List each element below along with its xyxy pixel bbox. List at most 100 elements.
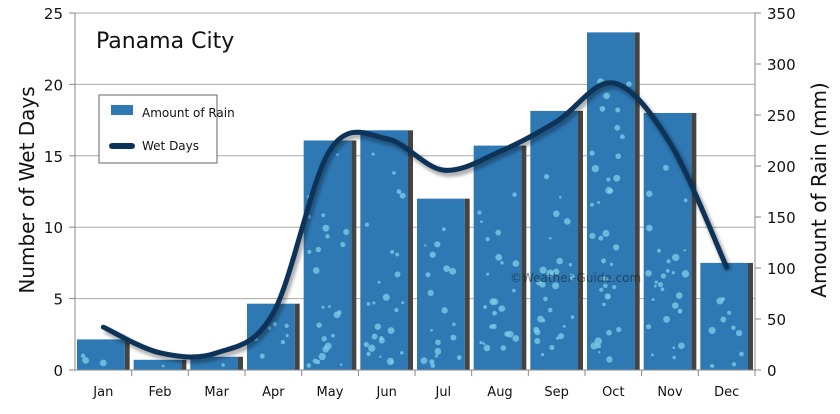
x-tick-label: Jan bbox=[92, 385, 113, 400]
watermark: ©Weather-Guide.com bbox=[510, 271, 641, 285]
droplet bbox=[366, 352, 370, 356]
droplet bbox=[307, 250, 311, 254]
y-tick-right-label: 50 bbox=[767, 311, 786, 329]
droplet bbox=[285, 324, 289, 328]
droplet bbox=[610, 263, 613, 266]
droplet bbox=[337, 310, 342, 315]
droplet bbox=[100, 360, 107, 367]
droplet bbox=[435, 354, 438, 357]
bar-shadow bbox=[238, 357, 243, 370]
droplet bbox=[512, 335, 519, 342]
droplet bbox=[491, 324, 496, 329]
droplet bbox=[486, 237, 490, 241]
droplet bbox=[603, 92, 610, 99]
droplet bbox=[613, 175, 620, 182]
droplet bbox=[500, 261, 504, 265]
droplet bbox=[430, 363, 435, 368]
droplet bbox=[498, 305, 505, 312]
droplet bbox=[325, 234, 329, 238]
droplet bbox=[589, 150, 594, 155]
droplet bbox=[495, 230, 501, 236]
droplet bbox=[571, 315, 575, 319]
droplet bbox=[400, 351, 403, 354]
droplet bbox=[479, 341, 482, 344]
droplet bbox=[666, 269, 670, 273]
droplet bbox=[307, 363, 311, 367]
droplet bbox=[435, 339, 441, 345]
droplet bbox=[600, 106, 606, 112]
droplet bbox=[563, 325, 566, 328]
droplet bbox=[434, 241, 440, 247]
droplet bbox=[613, 244, 619, 250]
legend-rain-swatch bbox=[111, 105, 133, 115]
droplet bbox=[321, 306, 324, 309]
x-tick-label: Jul bbox=[434, 385, 451, 400]
droplet bbox=[424, 244, 426, 246]
droplet bbox=[343, 229, 349, 235]
bar-shadow bbox=[578, 111, 583, 370]
y-axis-left-label: Number of Wet Days bbox=[15, 86, 39, 293]
droplet bbox=[450, 335, 456, 341]
droplet bbox=[443, 265, 450, 272]
droplet bbox=[682, 270, 689, 277]
droplet bbox=[452, 322, 456, 326]
droplet bbox=[378, 281, 381, 284]
droplet bbox=[661, 273, 666, 278]
droplet bbox=[328, 305, 331, 308]
droplet bbox=[602, 303, 606, 307]
droplet bbox=[651, 353, 654, 356]
droplet bbox=[678, 309, 683, 314]
droplet bbox=[655, 281, 658, 284]
droplet bbox=[736, 330, 742, 336]
droplet bbox=[504, 331, 509, 336]
droplet bbox=[711, 364, 714, 367]
x-tick-label: Mar bbox=[204, 385, 229, 400]
bar-shadow bbox=[691, 113, 696, 370]
droplet bbox=[364, 342, 369, 347]
droplet bbox=[663, 316, 670, 323]
droplet bbox=[492, 311, 497, 316]
droplet bbox=[281, 340, 285, 344]
droplet bbox=[365, 222, 369, 226]
droplet bbox=[372, 301, 375, 304]
droplet bbox=[599, 288, 603, 292]
droplet bbox=[672, 302, 679, 309]
droplet bbox=[616, 327, 621, 332]
rain-bar bbox=[360, 130, 408, 370]
droplet bbox=[612, 285, 616, 289]
droplet bbox=[608, 188, 613, 193]
droplet bbox=[614, 125, 620, 131]
y-tick-right-label: 150 bbox=[767, 209, 796, 227]
bar-shadow bbox=[351, 141, 356, 371]
droplet bbox=[512, 289, 516, 293]
droplet bbox=[340, 242, 345, 247]
legend-rain-label: Amount of Rain bbox=[142, 106, 235, 120]
droplet bbox=[654, 285, 657, 288]
droplet bbox=[652, 298, 655, 301]
droplet bbox=[564, 218, 571, 225]
droplet bbox=[367, 302, 371, 306]
droplet bbox=[316, 247, 321, 252]
droplet bbox=[495, 254, 502, 261]
droplet bbox=[260, 354, 265, 359]
droplet bbox=[221, 363, 225, 367]
droplet bbox=[598, 236, 603, 241]
droplet bbox=[82, 357, 89, 364]
droplet bbox=[720, 317, 726, 323]
droplet bbox=[676, 292, 683, 299]
x-tick-label: Apr bbox=[262, 385, 285, 400]
droplet bbox=[559, 196, 562, 199]
droplet bbox=[379, 356, 381, 358]
droplet bbox=[646, 191, 652, 197]
droplet bbox=[430, 329, 433, 332]
droplet bbox=[684, 198, 688, 202]
droplet bbox=[731, 325, 736, 330]
droplet bbox=[340, 363, 343, 366]
y-tick-left-label: 5 bbox=[53, 291, 63, 309]
droplet bbox=[477, 211, 481, 215]
droplet bbox=[615, 107, 620, 112]
droplet bbox=[558, 333, 564, 339]
droplet bbox=[489, 298, 496, 305]
droplet bbox=[482, 342, 485, 345]
